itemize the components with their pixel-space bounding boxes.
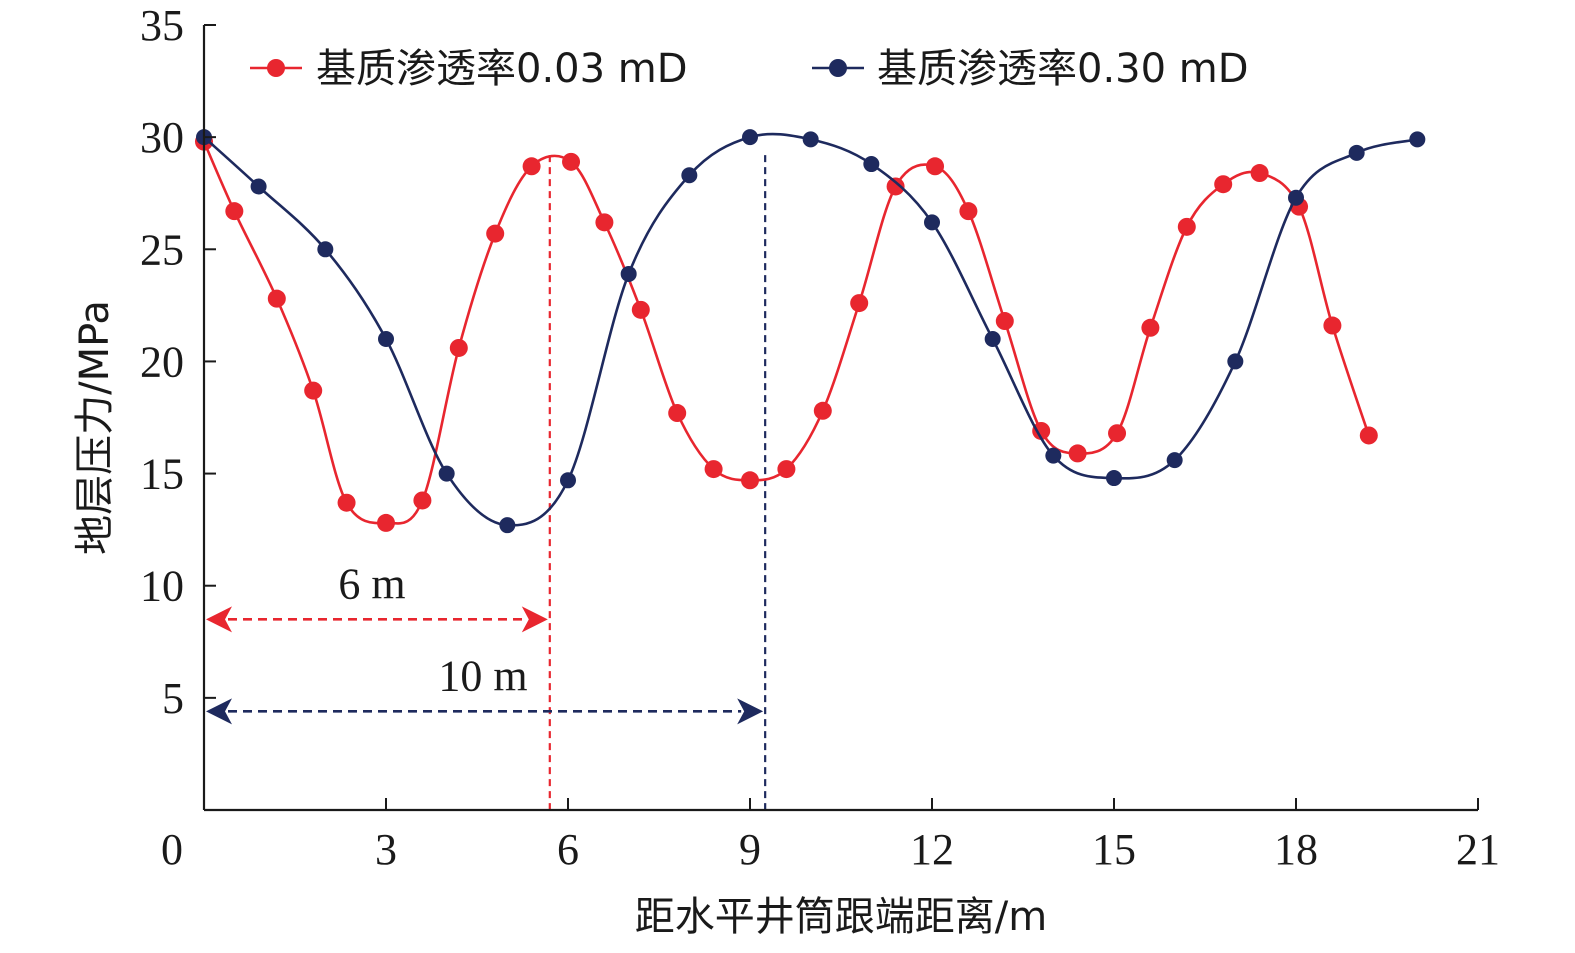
data-point [681,167,698,184]
annotation-label: 10 m [438,651,527,700]
legend-label: 基质渗透率0.30 mD [877,46,1249,92]
legend-item-1: 基质渗透率0.03 mD [250,46,688,92]
y-tick-label: 15 [140,450,184,499]
x-tick-label: 21 [1456,825,1500,874]
series-1 [195,132,1378,532]
data-point [926,157,945,176]
data-point [704,460,723,479]
data-point [850,294,869,313]
data-point [924,214,940,231]
data-point [631,300,650,319]
x-tick-label: 6 [557,825,579,874]
arrow-head-left [206,698,232,725]
data-point [595,213,614,232]
axes: 0 3 6 9 12 15 18 21 5 10 15 20 25 30 35 [140,1,1500,874]
legend-swatch-marker [267,59,285,77]
data-point [378,331,394,347]
data-point [486,224,505,243]
legend-item-2: 基质渗透率0.30 mD [812,46,1249,92]
data-point [620,265,637,282]
legend: 基质渗透率0.03 mD 基质渗透率0.30 mD [250,46,1249,92]
data-point [1288,189,1304,206]
y-axis-title: 地层压力/MPa [72,300,118,555]
data-point [777,460,796,479]
series-line [203,132,1418,527]
data-point [863,156,880,173]
data-point [1032,421,1051,440]
y-tick-label: 5 [162,674,184,723]
data-point [1359,426,1378,445]
data-point [668,404,687,423]
x-tick-label: 18 [1274,825,1318,874]
data-point [1068,444,1087,463]
y-tick-label: 35 [140,1,184,50]
data-point [984,331,1001,347]
data-point [377,513,395,532]
data-point [1045,447,1062,464]
data-point [741,471,759,490]
y-tick-label: 10 [140,562,184,611]
data-point [304,381,323,400]
data-point [1409,131,1426,148]
data-point [1323,316,1342,335]
data-point [1348,144,1365,161]
arrow-head-left [206,606,232,633]
data-point [225,202,244,221]
arrow-head-right [737,698,764,725]
data-point [1227,353,1244,370]
data-point [995,312,1014,331]
data-point [317,241,334,258]
data-point [337,493,356,512]
x-tick-label: 15 [1092,825,1136,874]
data-point [438,465,455,482]
x-tick-label: 0 [161,825,183,874]
data-point [1108,424,1127,443]
data-point [742,129,758,146]
x-tick-label: 12 [910,825,954,874]
series-2 [196,129,1426,534]
y-tick-label: 25 [140,225,184,274]
x-tick-label: 9 [739,825,761,874]
y-tick-label: 30 [140,113,184,162]
reference-lines [548,155,767,810]
data-point [449,338,468,357]
data-point [267,289,286,308]
data-point [562,152,581,171]
data-point [1141,318,1160,337]
distance-annotations: 6 m 10 m [206,559,764,725]
data-point [1106,470,1122,487]
data-point [1166,452,1183,469]
data-point [413,491,432,510]
x-axis-title: 距水平井筒跟端距离/m [635,894,1047,940]
data-point [959,202,978,221]
data-point [1250,164,1269,183]
annotation-label: 6 m [338,559,405,608]
data-point [802,131,819,148]
data-point [522,157,541,176]
data-point [1177,217,1196,236]
legend-swatch-marker [829,59,847,77]
data-point [886,177,905,196]
x-tick-label: 3 [375,825,397,874]
y-tick-label: 20 [140,337,184,386]
data-point [499,517,516,534]
legend-label: 基质渗透率0.03 mD [316,46,688,92]
data-point [560,472,576,489]
data-point [813,401,832,420]
data-point [1214,175,1233,194]
arrow-head-right [521,606,548,633]
data-point [250,178,267,195]
data-series [195,129,1426,534]
